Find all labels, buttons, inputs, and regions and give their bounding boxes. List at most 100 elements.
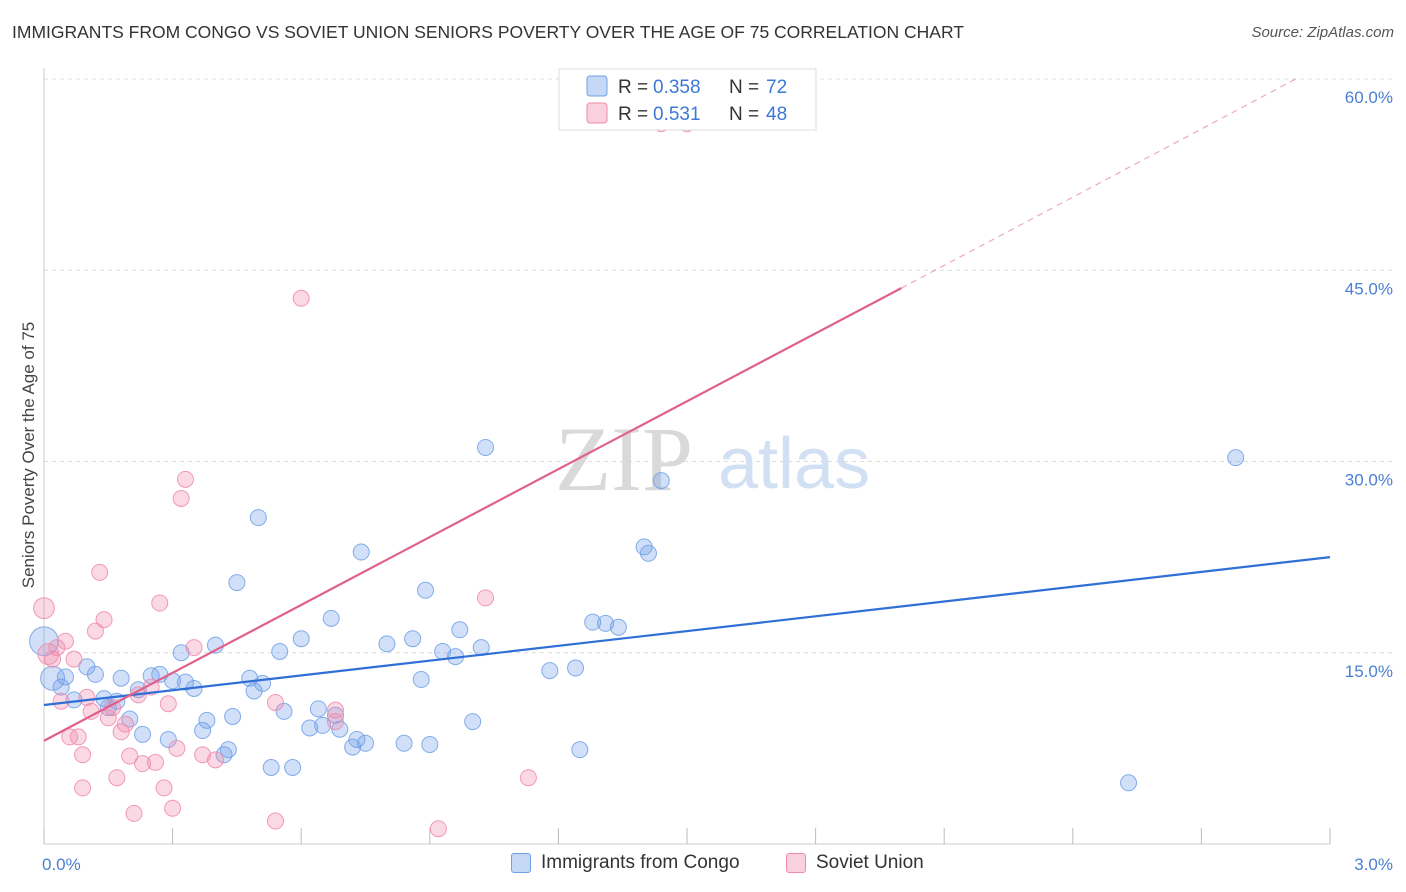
legend-stats: R = 0.358 N = 72 R = 0.531 N = 48 (558, 68, 817, 131)
legend-n-value-soviet: 48 (766, 104, 787, 125)
point-congo (254, 674, 272, 692)
point-soviet (121, 747, 139, 765)
point-congo (322, 609, 340, 627)
point-congo (639, 544, 657, 562)
point-soviet (125, 804, 143, 822)
point-soviet (116, 715, 134, 733)
legend-r-label-soviet: R = (618, 104, 648, 125)
point-congo (584, 613, 602, 631)
point-soviet (134, 755, 152, 773)
point-congo (134, 725, 152, 743)
y-tick-labels: 15.0% 30.0% 45.0% 60.0% (1345, 88, 1393, 681)
point-congo (1227, 449, 1245, 467)
point-soviet (168, 739, 186, 757)
point-congo (219, 741, 237, 759)
point-soviet (95, 611, 113, 629)
point-congo (464, 713, 482, 731)
point-soviet (44, 650, 62, 668)
point-congo (331, 720, 349, 738)
point-soviet (112, 723, 130, 741)
point-soviet (74, 779, 92, 797)
point-congo (1120, 774, 1138, 792)
point-congo (262, 759, 280, 776)
point-soviet (194, 746, 212, 764)
point-congo (421, 736, 439, 754)
point-soviet (61, 728, 79, 746)
point-congo (412, 671, 430, 689)
legend-r-value-soviet: 0.531 (653, 104, 701, 125)
point-congo (348, 730, 366, 748)
y-tick-label: 15.0% (1345, 662, 1393, 681)
point-soviet (292, 289, 310, 307)
trend-line-congo (43, 556, 1331, 707)
point-congo (159, 730, 177, 748)
point-soviet (74, 746, 92, 764)
point-congo (326, 706, 344, 724)
point-soviet (65, 650, 83, 668)
point-congo (571, 741, 589, 759)
watermark-atlas: atlas (718, 424, 870, 504)
point-soviet (519, 769, 537, 787)
y-tick-label: 45.0% (1345, 279, 1393, 298)
axes (43, 68, 1331, 845)
y-tick-label: 30.0% (1345, 471, 1393, 490)
point-congo (198, 711, 216, 729)
point-soviet (52, 692, 70, 710)
point-soviet (108, 769, 126, 787)
point-congo (176, 673, 194, 691)
point-congo (609, 618, 627, 636)
legend-box (558, 68, 817, 131)
point-congo (309, 700, 327, 718)
point-congo (224, 708, 242, 725)
point-soviet (86, 622, 104, 640)
point-soviet (91, 563, 109, 581)
point-congo (112, 669, 130, 687)
point-congo (301, 719, 319, 737)
point-soviet (185, 639, 203, 657)
point-soviet (266, 812, 284, 830)
legend-swatch-congo (586, 75, 608, 97)
point-soviet (159, 695, 177, 713)
point-congo (378, 635, 396, 653)
point-congo (284, 759, 302, 776)
legend-item-soviet: Soviet Union (786, 852, 924, 874)
point-soviet (155, 779, 173, 797)
point-congo (567, 659, 585, 677)
point-soviet (56, 632, 74, 650)
legend-n-label-congo: N = (729, 77, 759, 98)
legend-label-congo: Immigrants from Congo (541, 852, 740, 873)
point-congo (352, 543, 370, 561)
point-congo (404, 630, 422, 648)
point-congo (271, 642, 289, 660)
legend-item-congo: Immigrants from Congo (511, 852, 740, 874)
point-congo (344, 738, 362, 756)
legend-n-value-congo: 72 (766, 77, 787, 98)
point-soviet (48, 639, 66, 657)
legend-swatch-congo-bottom (511, 853, 531, 873)
grid-lines (44, 78, 1395, 654)
point-congo (275, 702, 293, 720)
point-congo (652, 472, 670, 490)
point-congo (357, 734, 374, 752)
point-soviet (477, 589, 495, 607)
x-tick-labels: 0.0% 3.0% (42, 855, 1393, 874)
trend-lines (43, 78, 1331, 742)
point-congo (172, 644, 190, 662)
x-tick-label-end: 3.0% (1354, 855, 1393, 874)
point-congo (52, 678, 70, 696)
trend-extension-soviet (901, 78, 1296, 289)
point-soviet (429, 820, 447, 838)
series-legend: Immigrants from Congo Soviet Union (0, 850, 1406, 880)
point-congo (249, 509, 267, 527)
point-congo (597, 614, 615, 632)
point-soviet (78, 688, 96, 706)
trend-line-soviet (43, 287, 902, 742)
point-congo (477, 438, 495, 456)
chart-title: IMMIGRANTS FROM CONGO VS SOVIET UNION SE… (12, 22, 964, 42)
legend-r-label-congo: R = (618, 77, 648, 98)
point-congo (194, 722, 212, 740)
point-congo (541, 662, 559, 680)
x-tick-label-start: 0.0% (42, 855, 81, 874)
point-soviet (326, 713, 344, 731)
